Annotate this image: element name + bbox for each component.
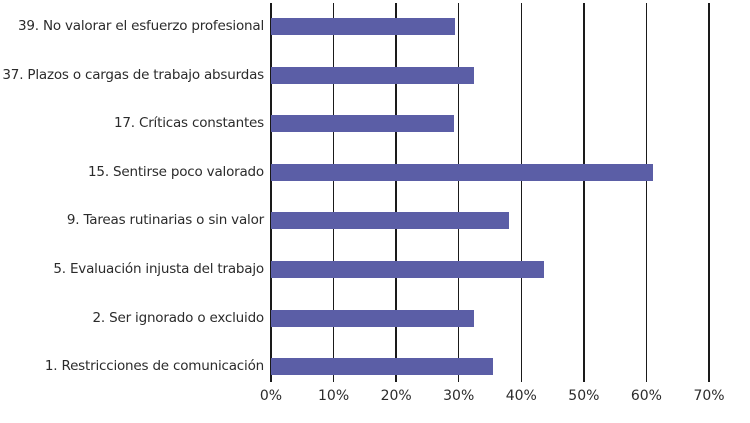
category-label: 37. Plazos o cargas de trabajo absurdas — [2, 66, 264, 83]
bar — [271, 18, 455, 35]
gridline — [332, 3, 335, 382]
bar — [271, 163, 653, 181]
bar — [271, 66, 475, 84]
x-tick-label: 70% — [693, 388, 725, 404]
category-label: 1. Restricciones de comunicación — [44, 358, 264, 375]
x-tick-label: 30% — [443, 388, 475, 404]
category-label: 15. Sentirse poco valorado — [88, 163, 264, 180]
x-tick-label: 0% — [259, 388, 283, 404]
gridline — [457, 3, 460, 382]
x-tick-label: 50% — [568, 388, 600, 404]
bar — [271, 212, 509, 230]
bar — [271, 309, 474, 327]
bar — [271, 358, 493, 376]
bar — [271, 261, 545, 278]
gridline — [395, 3, 397, 382]
gridline — [520, 3, 523, 382]
category-label: 9. Tareas rutinarias o sin valor — [66, 212, 264, 229]
gridline — [708, 3, 710, 382]
category-label: 2. Ser ignorado o excluido — [92, 309, 265, 326]
bar — [271, 115, 454, 133]
category-label: 39. No valorar el esfuerzo profesional — [18, 18, 264, 34]
category-label: 5. Evaluación injusta del trabajo — [53, 261, 264, 277]
x-tick-label: 40% — [505, 388, 537, 404]
category-label: 17. Críticas constantes — [114, 115, 264, 132]
gridline — [583, 3, 585, 382]
x-tick-label: 60% — [630, 388, 662, 404]
gridline — [645, 3, 648, 382]
x-tick-label: 10% — [318, 388, 350, 404]
x-tick-label: 20% — [380, 388, 412, 404]
gridline — [270, 3, 272, 382]
